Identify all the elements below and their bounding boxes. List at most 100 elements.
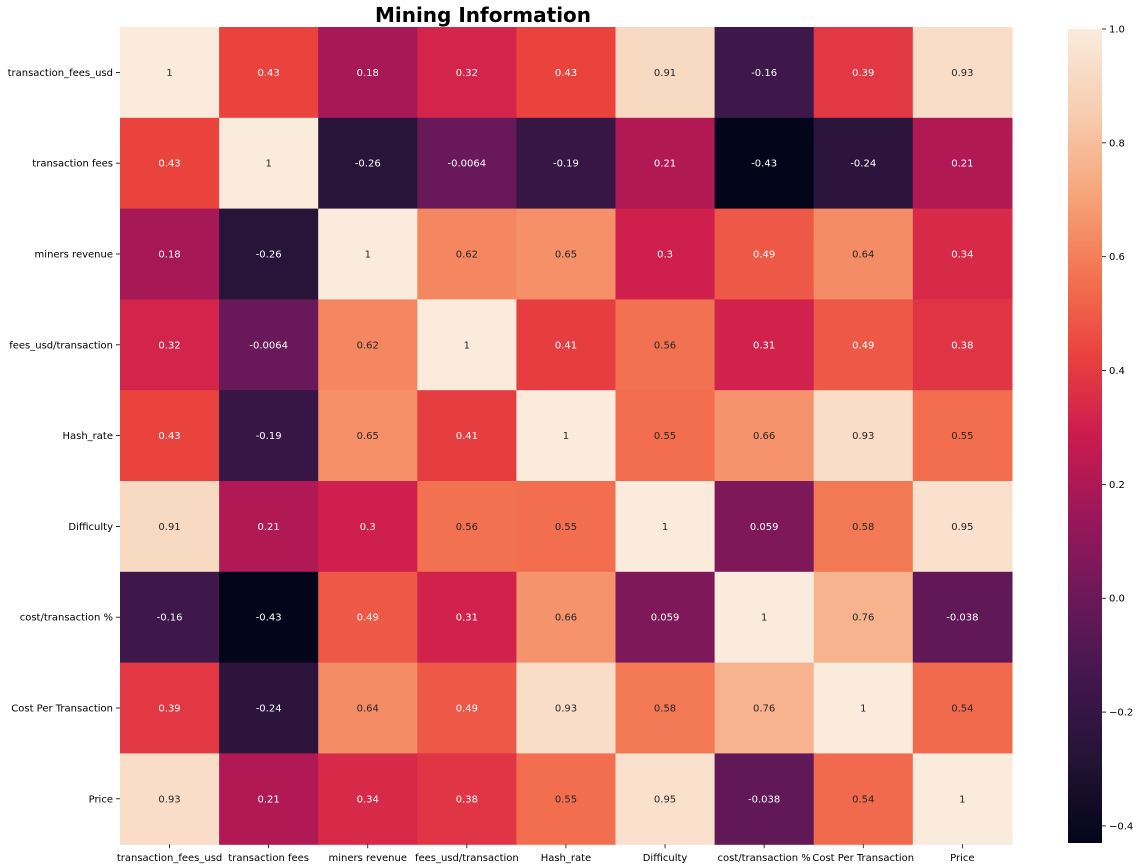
cell-value-label: -0.24 <box>850 159 876 170</box>
heatmap-cell <box>417 390 517 482</box>
colorbar-tick-label: −0.4 <box>1109 821 1133 832</box>
heatmap-cell <box>615 390 716 482</box>
column-tick-label: fees_usd/transaction <box>415 853 519 864</box>
cell-value-label: 0.49 <box>753 250 775 261</box>
heatmap-cell <box>516 299 617 391</box>
heatmap-cell <box>219 27 319 119</box>
cell-value-label: 0.41 <box>456 431 478 442</box>
heatmap-cell <box>813 571 914 664</box>
heatmap-cell <box>912 390 1013 482</box>
cell-value-label: 0.059 <box>651 613 680 624</box>
heatmap-cell <box>120 481 220 573</box>
heatmap-cell <box>318 27 418 119</box>
cell-value-label: 0.059 <box>750 522 779 533</box>
cell-value-label: -0.038 <box>946 613 978 624</box>
heatmap-cell <box>417 117 517 210</box>
heatmap-cell <box>912 208 1013 300</box>
heatmap-cell <box>912 481 1013 573</box>
cell-value-label: 0.56 <box>456 522 478 533</box>
cell-value-label: 0.62 <box>357 340 379 351</box>
cell-value-label: 0.34 <box>357 794 379 805</box>
heatmap-cell <box>813 27 914 119</box>
heatmap-cell <box>714 390 815 482</box>
heatmap-cell <box>318 481 418 573</box>
cell-value-label: 1 <box>761 613 767 624</box>
heatmap-cell <box>615 662 716 754</box>
cell-value-label: 0.56 <box>654 340 676 351</box>
column-tick-label: Cost Per Transaction <box>812 853 914 864</box>
cell-value-label: 0.21 <box>258 794 280 805</box>
heatmap-cell <box>813 390 914 482</box>
cell-value-label: 0.39 <box>852 68 874 79</box>
heatmap-cell <box>318 208 418 300</box>
cell-value-label: 0.66 <box>555 613 577 624</box>
heatmap-cell <box>516 753 617 845</box>
heatmap-cell <box>516 27 617 119</box>
cell-value-label: 0.66 <box>753 431 775 442</box>
cell-value-label: 0.65 <box>357 431 379 442</box>
row-tick-label: miners revenue <box>35 250 113 261</box>
heatmap-cell <box>318 117 418 210</box>
heatmap-cell <box>120 117 220 210</box>
cell-value-label: 0.76 <box>753 704 775 715</box>
cell-value-label: -0.16 <box>751 68 777 79</box>
heatmap-cell <box>219 208 319 300</box>
heatmap-cell <box>219 753 319 845</box>
column-tick-label: Hash_rate <box>541 853 592 864</box>
heatmap-cell <box>120 753 220 845</box>
heatmap-cell <box>120 299 220 391</box>
heatmap-cell <box>714 117 815 210</box>
row-tick-label: Cost Per Transaction <box>11 704 113 715</box>
heatmap-cell <box>219 299 319 391</box>
cell-value-label: -0.19 <box>256 431 282 442</box>
heatmap-cell <box>615 27 716 119</box>
cell-value-label: 0.39 <box>158 704 180 715</box>
heatmap-cell <box>120 27 220 119</box>
cell-value-label: 0.93 <box>951 68 973 79</box>
heatmap-cell <box>714 753 815 845</box>
cell-value-label: 0.58 <box>654 704 676 715</box>
heatmap-cell <box>120 208 220 300</box>
heatmap-cell <box>219 571 319 664</box>
heatmap-cell <box>318 662 418 754</box>
cell-value-label: 1 <box>662 522 668 533</box>
heatmap-cell <box>219 662 319 754</box>
heatmap-cell <box>120 662 220 754</box>
cell-value-label: -0.0064 <box>448 159 487 170</box>
cell-value-label: 0.91 <box>158 522 180 533</box>
heatmap-cell <box>318 390 418 482</box>
heatmap-cell <box>120 571 220 664</box>
cell-value-label: -0.038 <box>748 794 780 805</box>
heatmap-cell <box>714 481 815 573</box>
cell-value-label: 0.31 <box>456 613 478 624</box>
cell-value-label: -0.0064 <box>249 340 288 351</box>
cell-value-label: 0.76 <box>852 613 874 624</box>
cell-value-label: -0.19 <box>553 159 579 170</box>
row-tick-label: Hash_rate <box>62 431 113 442</box>
heatmap-cell <box>516 662 617 754</box>
heatmap-cell <box>318 571 418 664</box>
cell-value-label: 0.3 <box>657 250 673 261</box>
cell-value-label: 1 <box>464 340 470 351</box>
cell-value-label: 0.55 <box>555 522 577 533</box>
cell-value-label: 0.54 <box>951 704 973 715</box>
cell-value-label: 0.38 <box>456 794 478 805</box>
heatmap-cell <box>516 571 617 664</box>
cell-value-label: 0.49 <box>456 704 478 715</box>
colorbar-gradient <box>1068 29 1102 843</box>
column-labels: transaction_fees_usd transaction fees mine… <box>117 844 975 864</box>
cell-value-label: 0.55 <box>654 431 676 442</box>
heatmap-cell <box>813 117 914 210</box>
cell-value-label: 0.93 <box>852 431 874 442</box>
cell-value-label: 0.54 <box>852 794 874 805</box>
cell-value-label: -0.26 <box>355 159 381 170</box>
colorbar-tick-label: 1.0 <box>1109 25 1125 36</box>
cell-value-label: 0.95 <box>654 794 676 805</box>
column-tick-label: cost/transaction % <box>718 853 811 864</box>
row-tick-label: Price <box>89 794 113 805</box>
cell-value-label: 1 <box>563 431 569 442</box>
cell-value-label: 0.38 <box>951 340 973 351</box>
heatmap-cell <box>417 481 517 573</box>
cell-value-label: 0.31 <box>753 340 775 351</box>
heatmap-cell <box>219 117 319 210</box>
